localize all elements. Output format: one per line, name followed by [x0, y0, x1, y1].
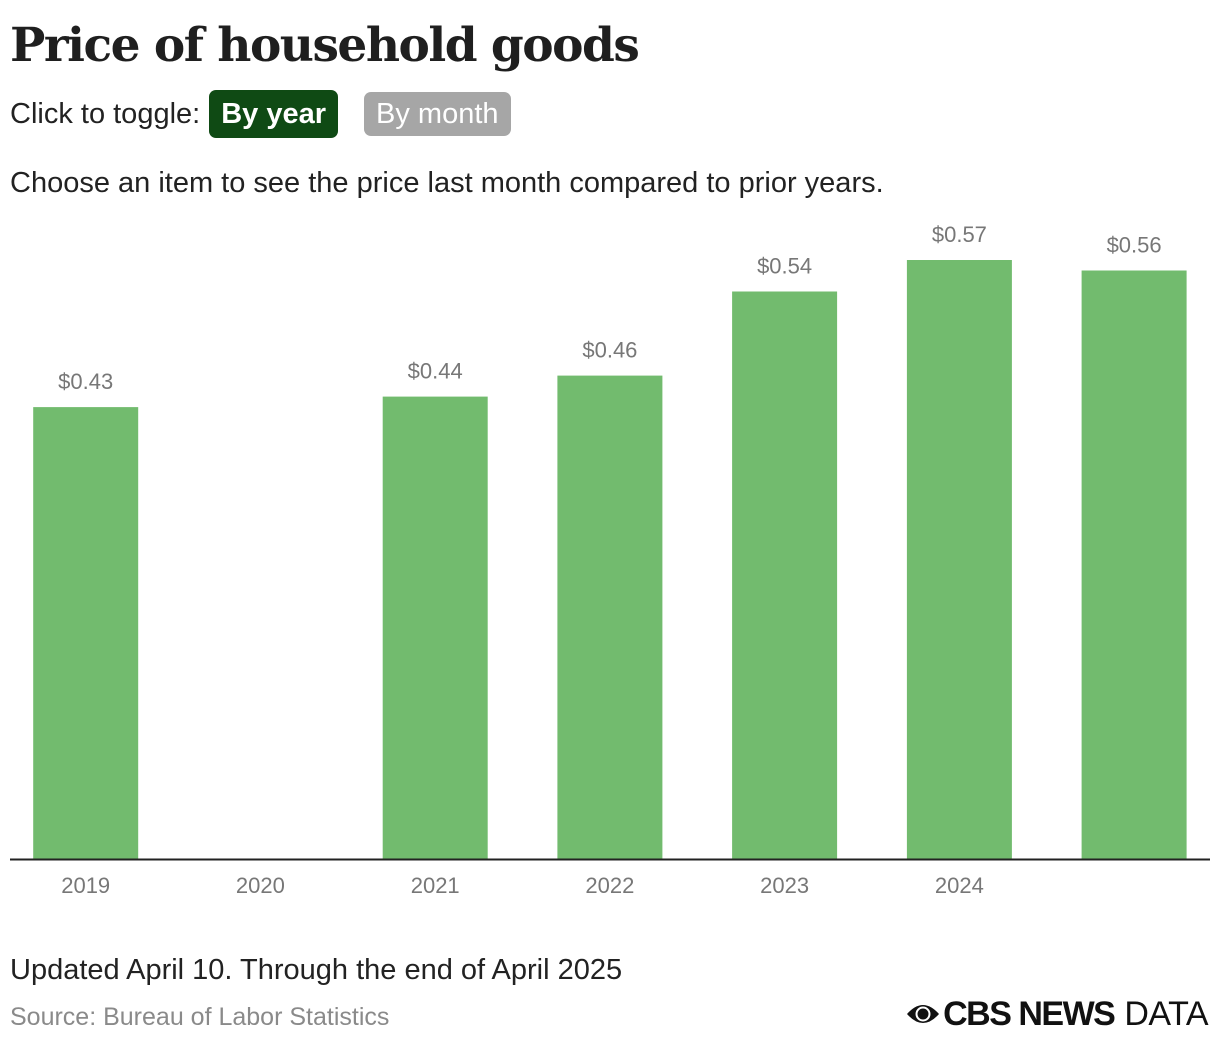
source-note: Source: Bureau of Labor Statistics — [10, 1003, 390, 1031]
data-label-2024: $0.57 — [932, 222, 987, 247]
toggle-label: Click to toggle: — [10, 97, 201, 130]
cbs-news-data-logo: CBS NEWS DATA — [906, 992, 1208, 1036]
chart-subtitle: Choose an item to see the price last mon… — [10, 167, 884, 199]
by-month-button[interactable]: By month — [364, 92, 511, 136]
view-toggle: Click to toggle: By year By month — [10, 88, 511, 140]
bar-2023[interactable] — [732, 291, 838, 860]
bar-latest[interactable] — [1081, 270, 1187, 860]
data-label-latest: $0.56 — [1107, 233, 1162, 258]
chart-title: Price of household goods — [10, 18, 640, 73]
by-year-button[interactable]: By year — [209, 90, 339, 138]
x-tick-label-2022: 2022 — [585, 873, 634, 898]
x-tick-labels-layer: 2019 2020 2021 2022 2023 2024 — [61, 873, 984, 898]
logo-data-text: DATA — [1124, 994, 1208, 1033]
data-label-2023: $0.54 — [757, 254, 812, 279]
x-tick-label-2023: 2023 — [760, 873, 809, 898]
update-note: Updated April 10. Through the end of Apr… — [10, 954, 623, 986]
data-label-2019: $0.43 — [58, 369, 113, 394]
logo-cbs-news-text: CBS NEWS — [943, 994, 1116, 1033]
bars-layer — [33, 260, 1187, 860]
bar-2021[interactable] — [382, 396, 488, 859]
bar-2019[interactable] — [33, 407, 139, 859]
x-tick-label-2021: 2021 — [411, 873, 460, 898]
cbs-eye-icon — [907, 1005, 940, 1023]
x-tick-label-2020: 2020 — [236, 873, 285, 898]
x-tick-label-2019: 2019 — [61, 873, 110, 898]
data-labels-layer: $0.43 $0.44 $0.46 $0.54 $0.57 $0.56 — [58, 222, 1161, 394]
data-label-2022: $0.46 — [582, 338, 637, 363]
bar-2022[interactable] — [557, 375, 663, 859]
bar-2024[interactable] — [906, 260, 1012, 859]
bar-chart: $0.43 $0.44$0.46$0.54$0.57 $0.56 2019 2020 2… — [10, 222, 1210, 898]
x-tick-label-2024: 2024 — [935, 873, 984, 898]
data-label-2021: $0.44 — [408, 359, 463, 384]
